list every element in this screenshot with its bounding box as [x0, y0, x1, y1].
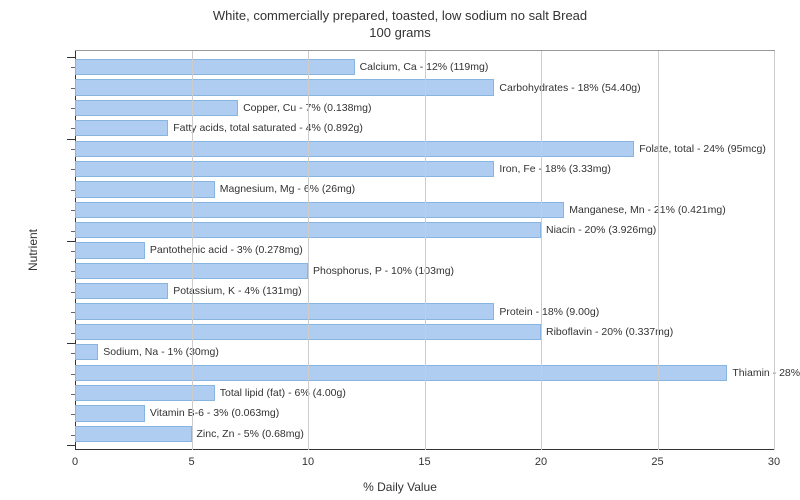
nutrient-bar-label: Iron, Fe - 18% (3.33mg) — [499, 163, 610, 175]
nutrient-bar — [75, 181, 215, 197]
nutrient-bar — [75, 120, 168, 136]
y-tick-major — [67, 445, 75, 446]
nutrient-bar-label: Total lipid (fat) - 6% (4.00g) — [220, 387, 346, 399]
nutrient-bar — [75, 303, 494, 319]
y-tick-minor — [71, 271, 75, 272]
y-tick-major — [67, 343, 75, 344]
nutrient-bar-label: Thiamin - 28% (0.415mg) — [732, 367, 800, 379]
nutrient-chart: White, commercially prepared, toasted, l… — [0, 0, 800, 500]
plot-area: Calcium, Ca - 12% (119mg)Carbohydrates -… — [75, 50, 775, 450]
x-gridline — [192, 51, 193, 450]
x-axis-label: % Daily Value — [363, 480, 437, 494]
nutrient-bar — [75, 344, 98, 360]
x-gridline — [658, 51, 659, 450]
y-tick-minor — [71, 169, 75, 170]
nutrient-bar-label: Pantothenic acid - 3% (0.278mg) — [150, 244, 303, 256]
nutrient-bar — [75, 365, 727, 381]
chart-title: White, commercially prepared, toasted, l… — [0, 0, 800, 42]
y-tick-major — [67, 241, 75, 242]
nutrient-bar-label: Protein - 18% (9.00g) — [499, 306, 599, 318]
nutrient-bar — [75, 100, 238, 116]
y-tick-minor — [71, 394, 75, 395]
y-tick-minor — [71, 210, 75, 211]
y-tick-minor — [71, 88, 75, 89]
y-tick-minor — [71, 374, 75, 375]
nutrient-bar-label: Phosphorus, P - 10% (103mg) — [313, 265, 454, 277]
x-gridline — [425, 51, 426, 450]
x-tick-label: 20 — [535, 456, 547, 468]
nutrient-bar — [75, 283, 168, 299]
x-tick-label: 25 — [651, 456, 663, 468]
nutrient-bar — [75, 79, 494, 95]
x-tick-label: 5 — [188, 456, 194, 468]
y-tick-minor — [71, 333, 75, 334]
y-tick-major — [67, 139, 75, 140]
y-axis-label: Nutrient — [26, 229, 40, 271]
y-tick-minor — [71, 149, 75, 150]
nutrient-bar — [75, 141, 634, 157]
y-tick-major — [67, 57, 75, 58]
x-tick-label: 10 — [302, 456, 314, 468]
y-tick-minor — [71, 414, 75, 415]
nutrient-bar-label: Carbohydrates - 18% (54.40g) — [499, 82, 640, 94]
nutrient-bar — [75, 161, 494, 177]
y-tick-minor — [71, 128, 75, 129]
nutrient-bar-label: Riboflavin - 20% (0.337mg) — [546, 326, 673, 338]
nutrient-bar-label: Magnesium, Mg - 6% (26mg) — [220, 183, 355, 195]
y-tick-minor — [71, 108, 75, 109]
nutrient-bar-label: Manganese, Mn - 21% (0.421mg) — [569, 204, 725, 216]
nutrient-bar-label: Fatty acids, total saturated - 4% (0.892… — [173, 122, 363, 134]
nutrient-bar — [75, 426, 192, 442]
x-tick-label: 15 — [418, 456, 430, 468]
nutrient-bar — [75, 385, 215, 401]
nutrient-bar-label: Niacin - 20% (3.926mg) — [546, 224, 656, 236]
y-tick-minor — [71, 251, 75, 252]
y-tick-minor — [71, 435, 75, 436]
y-tick-minor — [71, 292, 75, 293]
title-line-1: White, commercially prepared, toasted, l… — [213, 8, 587, 23]
x-tick-label: 0 — [72, 456, 78, 468]
y-tick-minor — [71, 231, 75, 232]
nutrient-bar — [75, 405, 145, 421]
y-tick-minor — [71, 312, 75, 313]
nutrient-bar — [75, 242, 145, 258]
y-tick-minor — [71, 353, 75, 354]
y-tick-minor — [71, 190, 75, 191]
nutrient-bar-label: Vitamin B-6 - 3% (0.063mg) — [150, 407, 279, 419]
nutrient-bar — [75, 59, 355, 75]
title-line-2: 100 grams — [369, 25, 430, 40]
x-gridline — [774, 51, 775, 450]
nutrient-bar — [75, 202, 564, 218]
x-gridline — [541, 51, 542, 450]
y-tick-minor — [71, 67, 75, 68]
x-gridline — [308, 51, 309, 450]
nutrient-bar-label: Zinc, Zn - 5% (0.68mg) — [196, 428, 303, 440]
x-tick-label: 30 — [768, 456, 780, 468]
nutrient-bar-label: Sodium, Na - 1% (30mg) — [103, 346, 219, 358]
